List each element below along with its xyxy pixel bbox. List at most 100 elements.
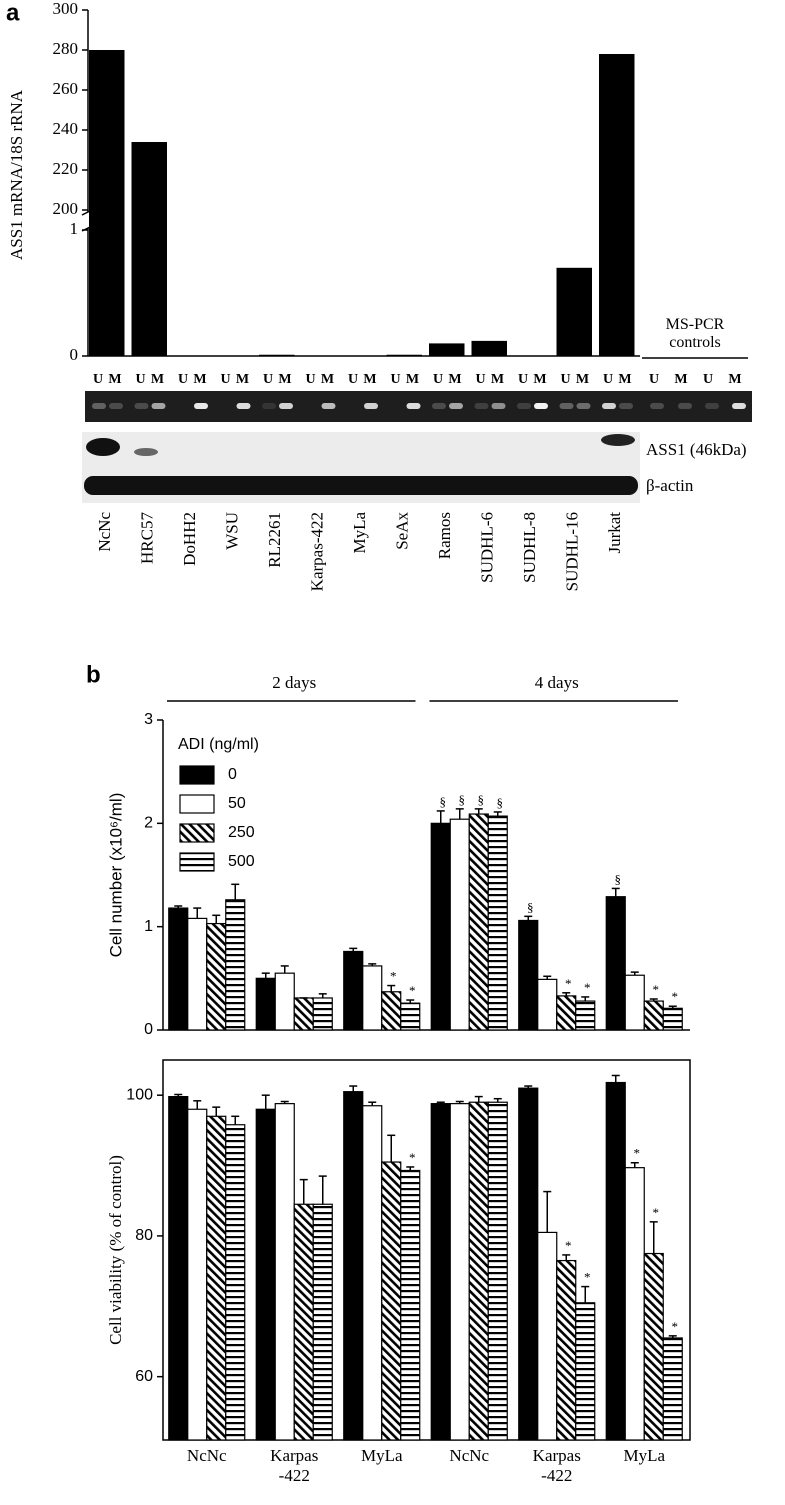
gel-band (432, 403, 446, 409)
legend-label: 500 (228, 853, 255, 870)
y-axis-label: Cell viability (% of control) (106, 1155, 125, 1345)
error-bar (406, 1166, 415, 1171)
blot-band (134, 448, 158, 456)
bar (225, 899, 246, 1031)
legend-label: 0 (228, 766, 237, 783)
bar (449, 818, 470, 1031)
bar (575, 1302, 596, 1441)
significance-mark: § (527, 899, 534, 914)
gel-band (602, 403, 616, 409)
error-bar (524, 915, 533, 921)
group-label: 2 days (272, 673, 316, 692)
bar (343, 1091, 364, 1441)
bar (187, 917, 208, 1031)
y-tick-label: 240 (53, 119, 79, 138)
bar (168, 1095, 189, 1441)
error-bar (174, 905, 183, 909)
lane-label: M (533, 372, 546, 387)
lane-label: M (674, 372, 687, 387)
bar (468, 813, 489, 1031)
bar (518, 1087, 539, 1441)
bar (537, 1231, 558, 1441)
gel-band (534, 403, 548, 409)
y-axis-label: Cell number (x10⁶/ml) (106, 793, 125, 958)
x-tick-label: Jurkat (605, 512, 624, 554)
error-bar (318, 1175, 327, 1205)
lane-label: U (93, 372, 103, 387)
significance-mark: § (497, 795, 504, 810)
error-bar (349, 1085, 358, 1092)
significance-mark: * (409, 1150, 416, 1165)
legend-label: 250 (228, 824, 255, 841)
bar (556, 1259, 577, 1441)
legend-title: ADI (ng/ml) (178, 736, 259, 753)
blot-band (86, 438, 120, 456)
x-tick-label: MyLa (350, 512, 369, 554)
gel-band (559, 403, 574, 409)
bar (518, 919, 539, 1031)
significance-mark: § (478, 792, 485, 807)
lane-label: U (518, 372, 528, 387)
error-bar (193, 907, 202, 919)
bar (312, 1203, 333, 1441)
bar (400, 1002, 421, 1031)
bar (274, 972, 295, 1031)
gel-band (109, 403, 123, 409)
bar (400, 1169, 421, 1441)
bar (537, 978, 558, 1031)
gel-band (732, 403, 746, 409)
gel-band (705, 403, 719, 409)
y-tick-label: 2 (144, 815, 153, 832)
significance-mark: * (672, 989, 679, 1004)
lane-label: U (348, 372, 358, 387)
bar (225, 1124, 246, 1441)
error-bar (474, 808, 483, 815)
lane-label: U (220, 372, 230, 387)
bar (168, 907, 189, 1031)
x-tick-label: MyLa (623, 1446, 666, 1465)
lane-label: M (491, 372, 504, 387)
error-bar (280, 1100, 289, 1104)
x-tick-label: SUDHL-16 (563, 512, 582, 591)
bar (293, 1203, 314, 1441)
bar (556, 995, 577, 1031)
lane-label: M (576, 372, 589, 387)
blot-band (601, 434, 635, 446)
bar (381, 1161, 402, 1441)
bar (624, 1167, 645, 1441)
gel-band (491, 403, 506, 409)
error-bar (231, 883, 240, 900)
legend-swatch (179, 823, 215, 843)
lane-label: M (406, 372, 419, 387)
error-bar (455, 1100, 464, 1104)
bar (430, 1103, 451, 1441)
error-bar (474, 1095, 483, 1103)
x-tick-label: Ramos (435, 512, 454, 559)
y-tick-label: 200 (53, 199, 79, 218)
x-tick-label: Karpas-422 (308, 512, 327, 591)
group-label: 4 days (535, 673, 579, 692)
plot-frame (162, 1059, 691, 1441)
lane-label: U (305, 372, 315, 387)
significance-mark: * (653, 1205, 660, 1220)
bar (255, 977, 276, 1031)
bar (362, 1105, 383, 1441)
error-bar (368, 963, 377, 966)
x-tick-label: Karpas -422 (532, 1446, 581, 1485)
bar (89, 50, 125, 356)
x-tick-label: MyLa (360, 1446, 403, 1465)
legend-swatch (179, 765, 215, 785)
y-tick-label: 300 (53, 0, 79, 18)
significance-mark: * (565, 976, 572, 991)
significance-mark: § (615, 871, 622, 886)
x-tick-label: HRC57 (138, 512, 157, 564)
error-bar (581, 996, 590, 1002)
bar (259, 354, 295, 356)
controls-label: MS-PCR controls (665, 316, 725, 351)
bar (599, 54, 635, 356)
bar (429, 343, 465, 356)
bar (386, 354, 422, 356)
error-bar (649, 1221, 658, 1254)
error-bar (387, 984, 396, 992)
